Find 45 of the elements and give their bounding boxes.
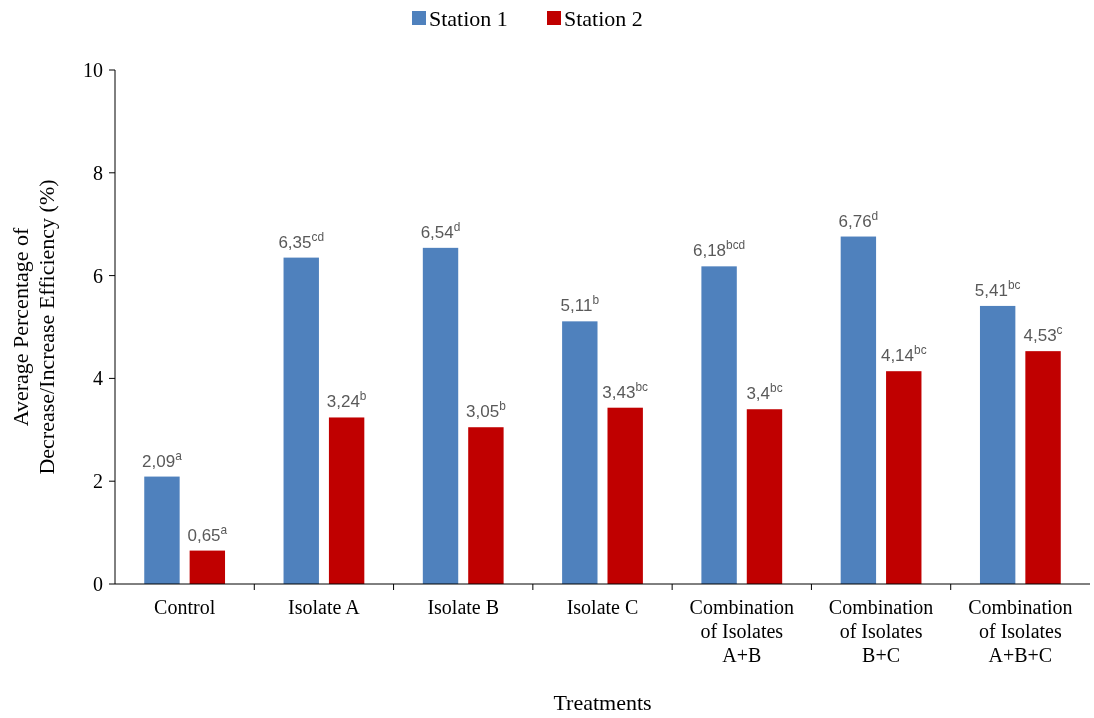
bar — [189, 550, 226, 584]
bar — [468, 427, 504, 584]
bar — [422, 247, 459, 584]
bar — [328, 417, 365, 584]
x-tick-label: Combination of Isolates A+B — [689, 596, 795, 666]
data-label: 5,41$^{bc}$ — [974, 277, 1021, 300]
bar — [144, 476, 180, 584]
x-tick-label: Combination of Isolates B+C — [828, 596, 934, 666]
data-label: 4,53$^{c}$ — [1023, 323, 1063, 346]
bar — [607, 407, 643, 584]
bar — [1025, 351, 1061, 584]
bar — [283, 257, 319, 584]
y-axis-title: Average Percentage of Decrease/Increase Efficiency (%) — [8, 179, 59, 475]
data-label: 6,18$^{bcd}$ — [692, 238, 746, 261]
data-label: 3,4$^{bc}$ — [746, 381, 783, 404]
y-tick-label: 2 — [93, 470, 103, 493]
x-tick-label: Isolate A — [288, 596, 361, 618]
data-label: 6,76$^{d}$ — [838, 208, 879, 231]
bar — [979, 305, 1016, 584]
bar — [886, 371, 922, 584]
y-tick-label: 6 — [93, 264, 103, 287]
y-tick-label: 4 — [93, 367, 103, 390]
x-tick-label: Isolate C — [566, 596, 639, 618]
data-label: 3,05$^{b}$ — [466, 399, 507, 422]
bar — [840, 236, 877, 584]
bar — [701, 266, 737, 584]
x-axis-title: Treatments — [553, 690, 652, 715]
legend-label: Station 2 — [564, 5, 643, 31]
bar — [562, 321, 598, 584]
data-label: 6,35$^{cd}$ — [278, 229, 325, 252]
x-tick-label: Combination of Isolates A+B+C — [968, 596, 1073, 666]
x-tick-label: Control — [154, 596, 216, 618]
data-label: 2,09$^{a}$ — [142, 448, 183, 471]
x-tick-label: Isolate B — [427, 596, 500, 618]
y-tick-label: 8 — [93, 161, 103, 184]
data-label: 3,43$^{bc}$ — [602, 379, 649, 402]
data-label: 5,11$^{b}$ — [560, 293, 600, 316]
data-label: 0,65$^{a}$ — [187, 522, 228, 545]
y-tick-label: 0 — [93, 573, 103, 595]
data-label: 4,14$^{bc}$ — [880, 343, 927, 366]
y-tick-label: 10 — [83, 59, 103, 81]
data-label: 3,24$^{b}$ — [326, 389, 367, 412]
legend-label: Station 1 — [429, 5, 508, 31]
data-label: 6,54$^{d}$ — [420, 219, 461, 242]
bar — [746, 409, 783, 584]
